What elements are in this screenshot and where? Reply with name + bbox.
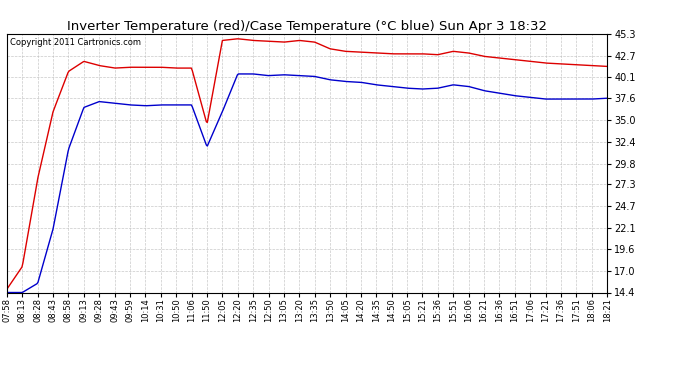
Text: Copyright 2011 Cartronics.com: Copyright 2011 Cartronics.com	[10, 38, 141, 46]
Title: Inverter Temperature (red)/Case Temperature (°C blue) Sun Apr 3 18:32: Inverter Temperature (red)/Case Temperat…	[67, 20, 547, 33]
